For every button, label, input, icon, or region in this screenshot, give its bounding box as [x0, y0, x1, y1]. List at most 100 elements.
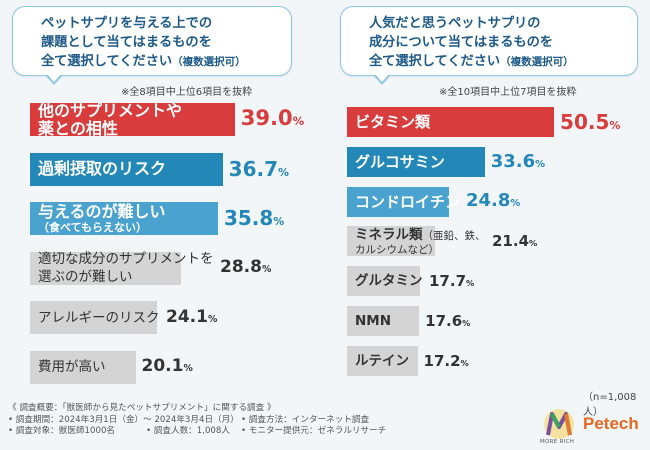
right-bar-value-unit-1: % — [609, 118, 621, 132]
more-rich-logo-text: MORE RICH — [540, 439, 575, 445]
left-bar-value-number-1: 39.0 — [240, 106, 293, 131]
right-bar-value-4: 21.4% — [492, 232, 537, 250]
right-bar-fill-2 — [347, 146, 485, 177]
left-question-last: 全て選択してください — [41, 54, 173, 69]
left-bar-value-unit-5: % — [207, 313, 218, 325]
right-bar-value-2: 33.6% — [491, 151, 545, 172]
left-question-line-1: ペットサプリを与える上での — [41, 16, 213, 31]
left-question-line-2: 課題として当てはまるものを — [41, 35, 212, 50]
left-bar-value-unit-2: % — [278, 165, 290, 179]
left-bar-label-line-1-1: 他のサプリメントや — [38, 100, 183, 120]
left-bar-4: 適切な成分のサプリメントを 選ぶのが難しい — [30, 251, 214, 285]
left-bar-value-unit-1: % — [292, 114, 305, 129]
left-bar-value-3: 35.8% — [224, 206, 284, 230]
left-bar-5: アレルギーのリスク — [30, 301, 160, 334]
right-bubble-tail-inner — [375, 74, 389, 82]
right-bar-label-line-3-1: コンドロイチン — [355, 192, 461, 211]
left-bar-fill-3 — [30, 202, 218, 235]
right-bar-label-line-1-1: ビタミン類 — [355, 113, 431, 131]
left-bar-label-line-4-2: 選ぶのが難しい — [38, 269, 133, 285]
left-bar-value-unit-6: % — [183, 363, 193, 375]
left-bar-value-unit-3: % — [273, 215, 285, 229]
left-bar-6: 費用が高い — [30, 350, 136, 384]
left-bar-label-line-4-1: 適切な成分のサプリメントを — [38, 251, 214, 267]
left-bar-1: 他のサプリメントや 薬との相性 — [30, 100, 235, 138]
right-bar-label-3: コンドロイチン — [347, 193, 460, 211]
sample-size-note: （n=1,008人） — [583, 392, 637, 418]
right-bar-fill-4 — [347, 226, 435, 257]
footer-row-1: • 調査期間：2024年3月1日（金）〜 2024年3月4日（月） • 調査方法… — [8, 415, 386, 427]
right-bar-6: NMN — [347, 306, 420, 336]
left-bar-value-6: 20.1% — [142, 356, 193, 376]
right-bar-2: グルコサミン — [347, 146, 485, 177]
right-bar-7: ルテイン — [347, 345, 418, 376]
right-bar-fill-1 — [347, 107, 555, 137]
right-bar-value-6: 17.6% — [425, 312, 470, 330]
right-bar-value-1: 50.5% — [560, 110, 620, 134]
left-bar-label-line-6-1: 費用が高い — [38, 359, 106, 375]
footer-count: • 調査人数：1,008人 — [146, 426, 230, 436]
right-bar-fill-3 — [347, 186, 449, 217]
right-bar-value-number-5: 17.7 — [429, 271, 467, 290]
right-bar-4: ミネラル類（亜鉛、鉄、 カルシウムなど） — [347, 226, 486, 257]
right-bar-label-6: NMN — [347, 312, 391, 330]
right-bar-value-unit-6: % — [462, 317, 471, 328]
right-bar-1: ビタミン類 — [347, 107, 555, 137]
right-bar-value-unit-5: % — [466, 277, 475, 288]
left-question-bubble: ペットサプリを与える上での 課題として当てはまるものを 全て選択してください（複… — [12, 6, 292, 85]
left-bar-label-6: 費用が高い — [30, 358, 106, 376]
left-bar-fill-6 — [30, 350, 136, 384]
left-bar-label-paren-3: （食べてもらえない） — [38, 221, 148, 234]
right-question-last: 全て選択してください — [369, 54, 501, 69]
left-bar-label-3: 与えるのが難しい （食べてもらえない） — [30, 202, 166, 235]
survey-footer: 《 調査概要：「獣医師から見たペットサプリメント」に関する調査 》 • 調査期間… — [8, 403, 386, 438]
left-bar-label-line-5-1: アレルギーのリスク — [38, 309, 160, 326]
right-bar-value-unit-4: % — [529, 238, 538, 249]
right-bar-fill-5 — [347, 266, 420, 297]
right-bar-5: グルタミン — [347, 266, 423, 297]
footer-row-2: • 調査対象：獣医師1000名 • 調査人数：1,008人 • モニター提供元：… — [8, 426, 386, 438]
right-bar-value-number-2: 33.6 — [490, 150, 536, 172]
left-bar-value-1: 39.0% — [241, 106, 304, 130]
left-bar-fill-2 — [30, 152, 223, 186]
right-bar-label-line-2-1: グルコサミン — [355, 152, 445, 171]
left-bar-3: 与えるのが難しい （食べてもらえない） — [30, 202, 218, 235]
left-bar-label-line-3-1: 与えるのが難しい — [38, 202, 166, 221]
right-question-line-3: 全て選択してください（複数選択可） — [369, 52, 629, 72]
left-bar-value-2: 36.7% — [229, 157, 289, 181]
right-bar-label-2: グルコサミン — [347, 153, 445, 171]
right-bar-value-3: 24.8% — [466, 190, 520, 211]
left-bar-2: 過剰摂取のリスク — [30, 152, 223, 186]
left-bar-value-5: 24.1% — [166, 307, 217, 327]
left-bar-label-4: 適切な成分のサプリメントを 選ぶのが難しい — [30, 250, 214, 286]
left-bar-value-number-4: 28.8 — [220, 257, 262, 278]
left-bar-fill-4 — [30, 251, 182, 285]
left-bar-value-number-2: 36.7 — [228, 156, 279, 181]
right-question-bubble: 人気だと思うペットサプリの 成分について当てはまるものを 全て選択してください（… — [340, 6, 638, 85]
left-bar-label-5: アレルギーのリスク — [30, 309, 160, 327]
right-bar-fill-7 — [347, 345, 418, 376]
footer-provider: • モニター提供元：ゼネラルリサーチ — [241, 426, 387, 436]
right-bar-label-line-5-1: グルタミン — [355, 273, 423, 290]
left-bar-fill-1 — [30, 103, 235, 136]
right-bar-label-1: ビタミン類 — [347, 113, 430, 131]
left-bar-label-line-2-1: 過剰摂取のリスク — [38, 159, 167, 178]
right-bar-value-unit-2: % — [535, 158, 546, 170]
right-bar-value-number-7: 17.2 — [423, 351, 461, 370]
right-question-line-2: 成分について当てはまるものを — [369, 35, 553, 50]
right-bar-label-5: グルタミン — [347, 272, 423, 290]
petech-logo: Petech — [583, 414, 639, 433]
footer-period: • 調査期間：2024年3月1日（金）〜 2024年3月4日（月） — [8, 414, 239, 425]
left-bar-fill-5 — [30, 301, 157, 334]
right-question-line-1: 人気だと思うペットサプリの — [369, 16, 541, 31]
right-bar-value-number-1: 50.5 — [560, 109, 610, 134]
right-bar-label-line-7-1: ルテイン — [355, 352, 409, 369]
left-bar-label-1: 他のサプリメントや 薬との相性 — [30, 100, 183, 138]
right-question-suffix: （複数選択可） — [500, 56, 574, 68]
left-question-suffix: （複数選択可） — [172, 56, 246, 68]
left-bar-label-2: 過剰摂取のリスク — [30, 160, 166, 178]
left-bar-value-number-6: 20.1 — [141, 356, 184, 377]
left-bar-value-number-5: 24.1 — [166, 306, 208, 327]
right-bar-label-small-4-1: （亜鉛、鉄、 — [422, 229, 486, 242]
footer-method: • 調査方法：インターネット調査 — [241, 414, 370, 425]
